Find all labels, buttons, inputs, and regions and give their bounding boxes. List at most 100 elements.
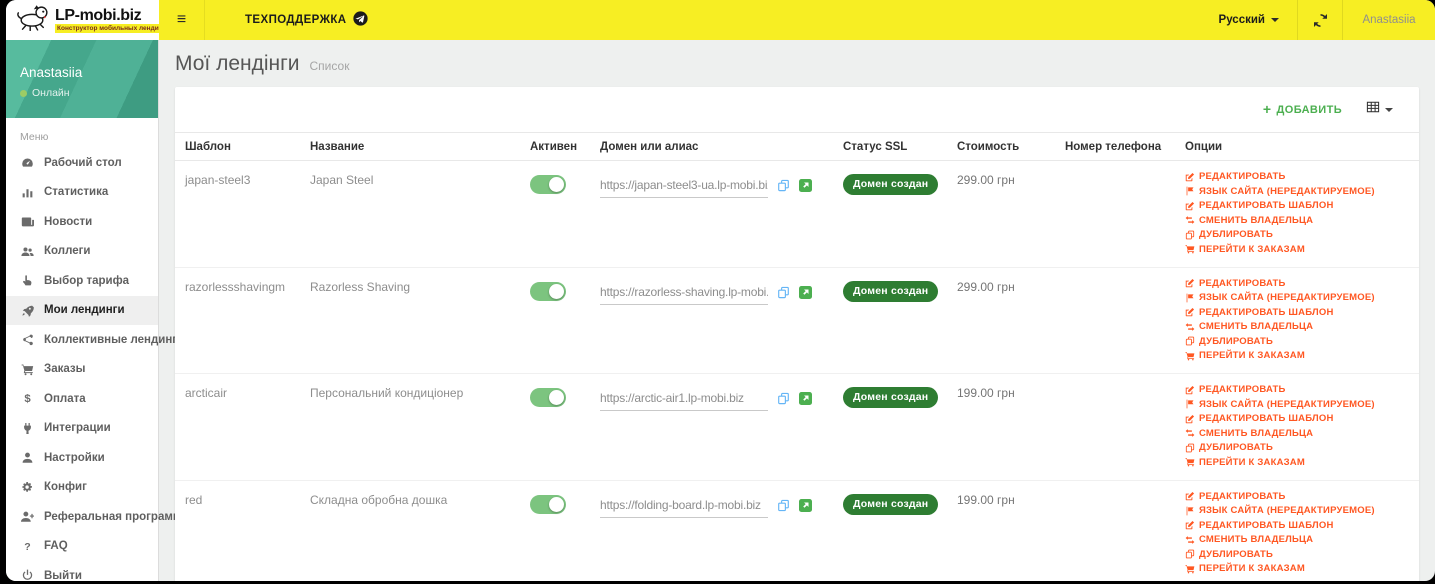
active-toggle[interactable] xyxy=(530,388,566,407)
sidebar-item-tariff[interactable]: Выбор тарифа xyxy=(6,266,158,296)
sidebar-item-settings[interactable]: Настройки xyxy=(6,443,158,473)
page-title: Мої лендінги xyxy=(175,52,300,75)
language-selector[interactable]: Русский xyxy=(1201,0,1297,40)
option-edit-template[interactable]: РЕДАКТИРОВАТЬ ШАБЛОН xyxy=(1185,307,1409,318)
topbar: LP-mobi.biz Конструктор мобильных лендин… xyxy=(6,0,1435,40)
table-row: japan-steel3 Japan Steel Домен создан 29… xyxy=(175,161,1419,268)
option-label: РЕДАКТИРОВАТЬ ШАБЛОН xyxy=(1199,306,1334,318)
plus-icon: + xyxy=(1262,100,1272,117)
sidebar-item-faq[interactable]: ? FAQ xyxy=(6,532,158,562)
option-label: ПЕРЕЙТИ К ЗАКАЗАМ xyxy=(1199,563,1305,574)
table-view-button[interactable] xyxy=(1366,100,1393,119)
option-label: ДУБЛИРОВАТЬ xyxy=(1199,229,1274,240)
option-edit-template[interactable]: РЕДАКТИРОВАТЬ ШАБЛОН xyxy=(1185,200,1409,211)
option-duplicate[interactable]: ДУБЛИРОВАТЬ xyxy=(1185,336,1409,347)
option-site-language[interactable]: ЯЗЫК САЙТА (НЕРЕДАКТИРУЕМОЕ) xyxy=(1185,292,1409,303)
sidebar-item-payment[interactable]: $ Оплата xyxy=(6,384,158,414)
duplicate-icon xyxy=(1185,549,1195,559)
sidebar-item-label: Коллективные лендинги xyxy=(44,333,185,346)
option-go-to-orders[interactable]: ПЕРЕЙТИ К ЗАКАЗАМ xyxy=(1185,244,1409,255)
username-menu[interactable]: Anastasiia xyxy=(1362,14,1416,26)
logo[interactable]: LP-mobi.biz Конструктор мобильных лендин… xyxy=(6,0,176,40)
option-site-language[interactable]: ЯЗЫК САЙТА (НЕРЕДАКТИРУЕМОЕ) xyxy=(1185,399,1409,410)
option-site-language[interactable]: ЯЗЫК САЙТА (НЕРЕДАКТИРУЕМОЕ) xyxy=(1185,186,1409,197)
domain-input[interactable] xyxy=(600,388,768,411)
landings-card: + ДОБАВИТЬ Шаблон xyxy=(175,87,1419,581)
active-toggle[interactable] xyxy=(530,281,566,301)
cart-icon xyxy=(20,363,35,376)
cart-icon xyxy=(1185,564,1195,574)
open-site-icon[interactable] xyxy=(799,285,812,305)
option-duplicate[interactable]: ДУБЛИРОВАТЬ xyxy=(1185,549,1409,560)
column-header-domain: Домен или алиас xyxy=(590,132,833,161)
option-change-owner[interactable]: СМЕНИТЬ ВЛАДЕЛЬЦА xyxy=(1185,215,1409,226)
sidebar-item-config[interactable]: Конфиг xyxy=(6,473,158,503)
domain-input[interactable] xyxy=(600,175,768,198)
sidebar-item-logout[interactable]: Выйти xyxy=(6,561,158,581)
exchange-arrows-icon xyxy=(1185,322,1195,332)
sidebar-item-label: Конфиг xyxy=(44,481,87,494)
sidebar-item-my-landings[interactable]: Мои лендинги xyxy=(6,295,158,325)
option-label: СМЕНИТЬ ВЛАДЕЛЬЦА xyxy=(1199,214,1314,226)
active-toggle[interactable] xyxy=(530,494,566,514)
exchange-arrows-icon xyxy=(1185,215,1195,225)
content-area: Мої лендінги Список + ДОБАВИТЬ xyxy=(159,40,1435,581)
open-site-icon[interactable] xyxy=(799,179,812,198)
refresh-icon[interactable] xyxy=(1298,0,1342,40)
sidebar-item-orders[interactable]: Заказы xyxy=(6,355,158,385)
duplicate-icon xyxy=(1185,443,1195,453)
open-site-icon[interactable] xyxy=(799,498,812,518)
option-go-to-orders[interactable]: ПЕРЕЙТИ К ЗАКАЗАМ xyxy=(1185,457,1409,468)
sidebar-item-collective-landings[interactable]: Коллективные лендинги xyxy=(6,325,184,355)
column-header-options: Опции xyxy=(1175,132,1419,161)
sidebar-item-label: Статистика xyxy=(44,186,109,199)
option-change-owner[interactable]: СМЕНИТЬ ВЛАДЕЛЬЦА xyxy=(1185,428,1409,439)
option-duplicate[interactable]: ДУБЛИРОВАТЬ xyxy=(1185,442,1409,453)
domain-input[interactable] xyxy=(600,494,768,518)
option-edit-template[interactable]: РЕДАКТИРОВАТЬ ШАБЛОН xyxy=(1185,520,1409,531)
option-label: РЕДАКТИРОВАТЬ xyxy=(1199,384,1286,395)
option-go-to-orders[interactable]: ПЕРЕЙТИ К ЗАКАЗАМ xyxy=(1185,563,1409,574)
ssl-status-badge: Домен создан xyxy=(843,280,939,302)
sidebar-item-statistics[interactable]: Статистика xyxy=(6,178,158,208)
column-header-template: Шаблон xyxy=(175,132,300,161)
sidebar-item-dashboard[interactable]: Рабочий стол xyxy=(6,148,158,178)
copy-domain-icon[interactable] xyxy=(777,286,790,305)
option-edit-template[interactable]: РЕДАКТИРОВАТЬ ШАБЛОН xyxy=(1185,413,1409,424)
option-edit[interactable]: РЕДАКТИРОВАТЬ xyxy=(1185,384,1409,395)
option-change-owner[interactable]: СМЕНИТЬ ВЛАДЕЛЬЦА xyxy=(1185,534,1409,545)
option-site-language[interactable]: ЯЗЫК САЙТА (НЕРЕДАКТИРУЕМОЕ) xyxy=(1185,505,1409,516)
option-edit[interactable]: РЕДАКТИРОВАТЬ xyxy=(1185,491,1409,502)
option-edit[interactable]: РЕДАКТИРОВАТЬ xyxy=(1185,278,1409,289)
sidebar-item-label: Новости xyxy=(44,215,93,228)
sidebar-item-integrations[interactable]: Интеграции xyxy=(6,414,158,444)
copy-domain-icon[interactable] xyxy=(777,392,790,411)
tariff-pointer-icon xyxy=(20,274,35,287)
user-icon xyxy=(20,451,35,464)
option-duplicate[interactable]: ДУБЛИРОВАТЬ xyxy=(1185,229,1409,240)
add-button[interactable]: + ДОБАВИТЬ xyxy=(1262,100,1342,117)
edit-icon xyxy=(1185,201,1195,211)
open-site-icon[interactable] xyxy=(799,392,812,411)
active-toggle[interactable] xyxy=(530,175,566,194)
landings-table: Шаблон Название Активен Домен или алиас … xyxy=(175,132,1419,581)
option-change-owner[interactable]: СМЕНИТЬ ВЛАДЕЛЬЦА xyxy=(1185,321,1409,332)
sidebar-item-news[interactable]: Новости xyxy=(6,207,158,237)
edit-icon xyxy=(1185,520,1195,530)
sidebar: Anastasiia Онлайн Меню Рабочий стол Стат… xyxy=(6,40,188,581)
online-status-dot xyxy=(20,89,27,97)
hamburger-menu-icon[interactable]: ≡ xyxy=(159,0,205,40)
domain-input[interactable] xyxy=(600,281,768,305)
ssl-status-badge: Домен создан xyxy=(843,174,939,195)
support-button[interactable]: ТЕХПОДДЕРЖКА xyxy=(245,0,368,40)
sidebar-item-colleagues[interactable]: Коллеги xyxy=(6,237,158,267)
option-go-to-orders[interactable]: ПЕРЕЙТИ К ЗАКАЗАМ xyxy=(1185,350,1409,361)
row-template-name: arcticair xyxy=(185,386,228,400)
copy-domain-icon[interactable] xyxy=(777,179,790,198)
sidebar-item-referral[interactable]: Реферальная программа xyxy=(6,502,188,532)
copy-domain-icon[interactable] xyxy=(777,499,790,518)
option-label: РЕДАКТИРОВАТЬ xyxy=(1199,171,1286,182)
option-edit[interactable]: РЕДАКТИРОВАТЬ xyxy=(1185,171,1409,182)
sidebar-item-label: Реферальная программа xyxy=(44,510,188,523)
sidebar-item-label: Мои лендинги xyxy=(44,304,125,317)
